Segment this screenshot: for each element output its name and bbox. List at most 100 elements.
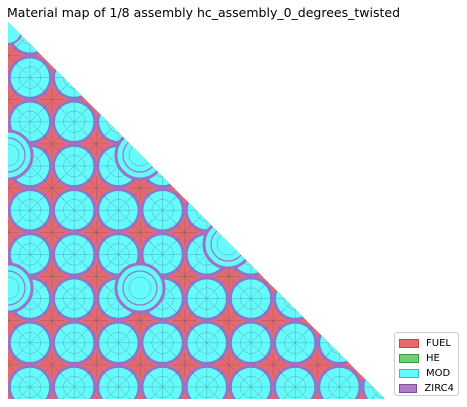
coolant-channel bbox=[143, 58, 182, 97]
cladding-ring bbox=[273, 11, 318, 56]
cladding-ring bbox=[273, 232, 318, 277]
cladding-ring bbox=[317, 55, 362, 100]
legend-label: HE bbox=[426, 353, 440, 364]
cladding-ring bbox=[406, 232, 451, 277]
coolant-channel bbox=[187, 58, 226, 97]
coolant-channel bbox=[232, 0, 271, 9]
coolant-channel bbox=[0, 279, 5, 318]
legend-item-fuel: FUEL bbox=[399, 336, 454, 351]
cladding-ring bbox=[361, 100, 406, 145]
cladding-ring bbox=[185, 144, 230, 189]
coolant-channel bbox=[276, 58, 315, 97]
cladding-ring bbox=[140, 100, 185, 145]
cladding-ring bbox=[406, 276, 451, 321]
coolant-channel bbox=[276, 14, 315, 53]
coolant-channel bbox=[408, 279, 447, 318]
coolant-channel bbox=[0, 14, 5, 53]
corner-channel bbox=[0, 16, 22, 44]
cladding-ring bbox=[361, 188, 406, 233]
coolant-channel bbox=[408, 235, 447, 274]
coolant-channel bbox=[143, 0, 182, 9]
coolant-channel bbox=[0, 323, 5, 362]
coolant-channel bbox=[232, 191, 271, 230]
coolant-channel bbox=[99, 14, 138, 53]
cladding-ring bbox=[229, 188, 274, 233]
legend-label: ZIRC4 bbox=[424, 383, 454, 394]
coolant-channel bbox=[408, 0, 447, 9]
cladding-ring bbox=[317, 144, 362, 189]
coolant-channel bbox=[320, 279, 359, 318]
cladding-ring bbox=[185, 0, 230, 12]
coolant-channel bbox=[364, 279, 403, 318]
coolant-channel bbox=[276, 102, 315, 141]
cladding-ring bbox=[317, 276, 362, 321]
cladding-ring bbox=[8, 0, 53, 12]
coolant-channel bbox=[364, 147, 403, 186]
legend-item-he: HE bbox=[399, 351, 454, 366]
coolant-channel bbox=[0, 0, 5, 9]
coolant-channel bbox=[99, 58, 138, 97]
coolant-channel bbox=[232, 147, 271, 186]
coolant-channel bbox=[276, 0, 315, 9]
legend: FUEL HE MOD ZIRC4 bbox=[394, 332, 459, 396]
cladding-ring bbox=[52, 11, 97, 56]
cladding-ring bbox=[361, 0, 406, 12]
coolant-channel bbox=[320, 102, 359, 141]
coolant-channel bbox=[408, 147, 447, 186]
legend-label: MOD bbox=[426, 368, 450, 379]
cladding-ring bbox=[0, 0, 8, 12]
coolant-channel bbox=[0, 235, 5, 274]
coolant-channel bbox=[276, 191, 315, 230]
cladding-ring bbox=[406, 0, 451, 12]
coolant-channel bbox=[99, 0, 138, 9]
cladding-ring bbox=[361, 11, 406, 56]
cladding-ring bbox=[317, 100, 362, 145]
cladding-ring bbox=[361, 276, 406, 321]
coolant-channel bbox=[187, 147, 226, 186]
coolant-channel bbox=[0, 368, 5, 407]
coolant-channel bbox=[55, 0, 94, 9]
cladding-ring bbox=[273, 55, 318, 100]
coolant-channel bbox=[364, 0, 403, 9]
coolant-channel bbox=[0, 58, 5, 97]
cladding-ring bbox=[406, 188, 451, 233]
cladding-ring bbox=[96, 11, 141, 56]
cladding-ring bbox=[361, 144, 406, 189]
cladding-ring bbox=[229, 0, 274, 12]
coolant-channel bbox=[232, 102, 271, 141]
cladding-ring bbox=[0, 11, 8, 56]
coolant-channel bbox=[364, 235, 403, 274]
legend-swatch bbox=[399, 369, 419, 378]
cladding-ring bbox=[229, 11, 274, 56]
cladding-ring bbox=[0, 232, 8, 277]
cladding-ring bbox=[0, 144, 8, 189]
coolant-channel bbox=[0, 102, 5, 141]
coolant-channel bbox=[364, 191, 403, 230]
cladding-ring bbox=[185, 55, 230, 100]
legend-swatch bbox=[399, 339, 419, 348]
coolant-channel bbox=[143, 14, 182, 53]
cladding-ring bbox=[0, 188, 8, 233]
coolant-channel bbox=[320, 58, 359, 97]
cladding-ring bbox=[229, 144, 274, 189]
cladding-ring bbox=[140, 11, 185, 56]
cladding-ring bbox=[229, 55, 274, 100]
coolant-channel bbox=[276, 235, 315, 274]
coolant-channel bbox=[408, 14, 447, 53]
cladding-ring bbox=[229, 100, 274, 145]
coolant-channel bbox=[0, 147, 5, 186]
cladding-ring bbox=[406, 144, 451, 189]
cladding-ring bbox=[317, 232, 362, 277]
coolant-channel bbox=[11, 0, 50, 9]
cladding-ring bbox=[140, 0, 185, 12]
coolant-channel bbox=[187, 102, 226, 141]
coolant-channel bbox=[0, 191, 5, 230]
cladding-ring bbox=[96, 0, 141, 12]
coolant-channel bbox=[364, 14, 403, 53]
legend-item-zirc4: ZIRC4 bbox=[399, 381, 454, 396]
coolant-channel bbox=[408, 102, 447, 141]
cladding-ring bbox=[317, 188, 362, 233]
coolant-channel bbox=[320, 0, 359, 9]
cladding-ring bbox=[185, 11, 230, 56]
coolant-channel bbox=[276, 147, 315, 186]
